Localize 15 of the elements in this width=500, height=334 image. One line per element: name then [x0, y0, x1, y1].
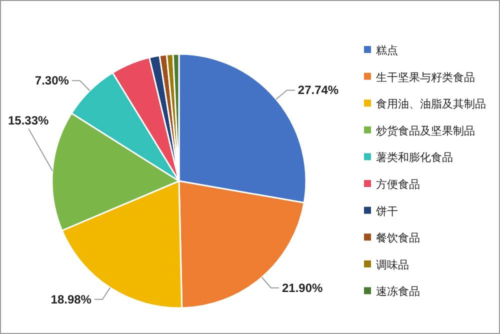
legend-label: 方便食品	[376, 178, 420, 191]
legend-label: 餐饮食品	[376, 232, 420, 245]
legend-label: 生干坚果与籽类食品	[376, 70, 475, 84]
data-label: 18.98%	[50, 292, 92, 306]
legend-label: 速冻食品	[376, 285, 420, 298]
data-label: 27.74%	[298, 83, 339, 98]
legend-label: 调味品	[376, 258, 409, 272]
data-label: 7.30%	[34, 74, 70, 88]
data-label: 21.90%	[282, 280, 324, 295]
legend-label: 炒货食品及坚果制品	[376, 124, 475, 138]
data-label: 15.33%	[8, 114, 50, 128]
legend-label: 饼干	[375, 204, 398, 218]
legend-label: 食用油、油脂及其制品	[376, 98, 486, 111]
legend-label: 糕点	[376, 44, 398, 57]
legend-label: 薯类和膨化食品	[376, 151, 453, 164]
